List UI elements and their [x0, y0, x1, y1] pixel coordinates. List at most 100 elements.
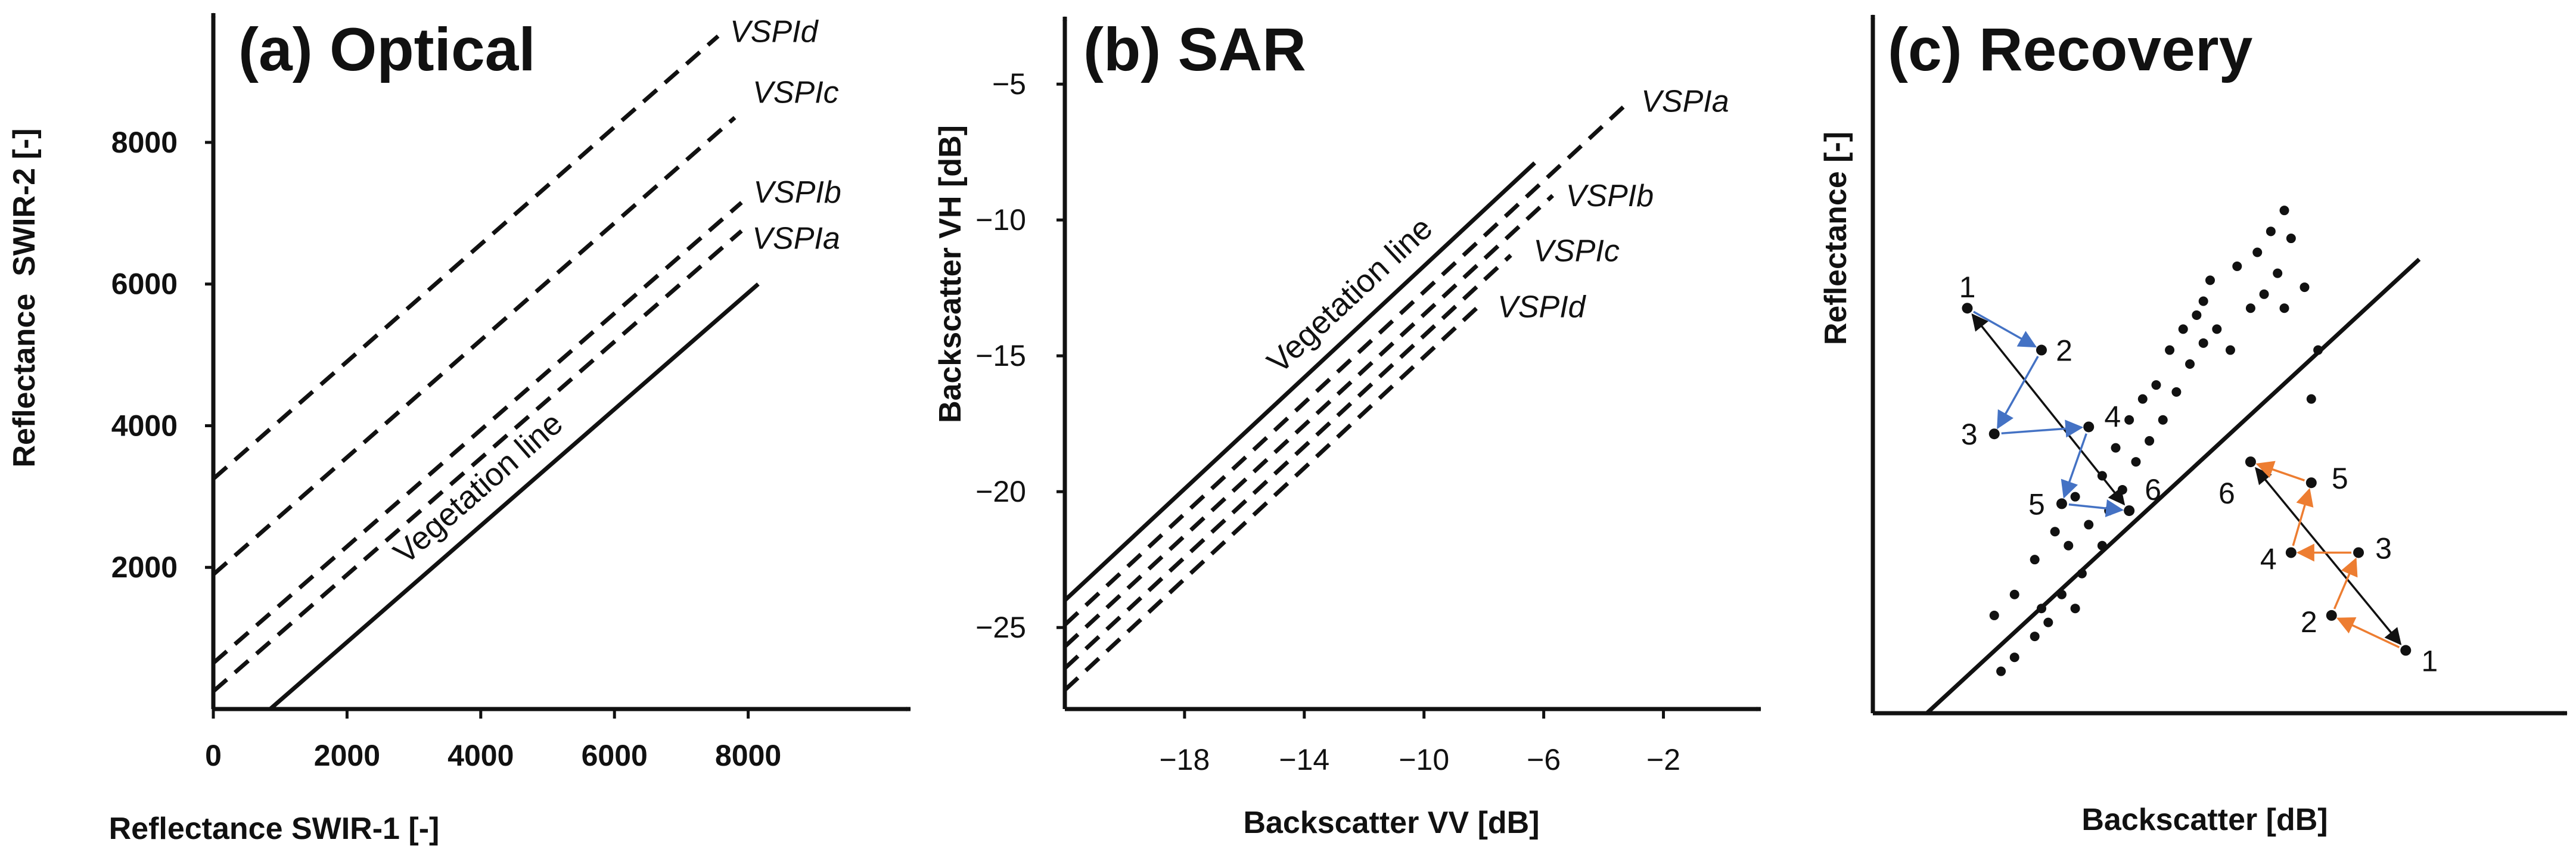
trajectory-step-arrow	[2292, 487, 2314, 546]
trajectory-point-label: 1	[1959, 271, 1976, 304]
scatter-point	[2252, 247, 2263, 257]
trajectory-point-label: 3	[2375, 531, 2392, 565]
scatter-point	[2043, 617, 2053, 627]
trajectory-point	[2124, 505, 2135, 517]
scatter-point	[2185, 359, 2195, 369]
trajectory-point-label: 1	[2421, 645, 2438, 678]
y-tick-label: 4000	[111, 409, 178, 442]
panel-sar: (b) SAR Backscatter VV [dB] Backscatter …	[933, 15, 1761, 840]
scatter-point	[2178, 324, 2188, 334]
trajectory-point-label: 5	[2332, 462, 2348, 495]
trajectory-point	[2285, 547, 2297, 558]
scatter-point	[2145, 436, 2155, 446]
scatter-point	[1996, 666, 2006, 676]
scatter-point	[2245, 303, 2255, 313]
y-tick-label: −25	[975, 611, 1026, 644]
panel-recovery: (c) Recovery Backscatter [dB] Reflectanc…	[1819, 14, 2568, 837]
scatter-point	[2306, 394, 2316, 404]
scatter-point	[2131, 457, 2141, 467]
trajectory-step-arrow	[1997, 356, 2039, 430]
y-tick-label: −10	[975, 203, 1026, 237]
series-label: VSPId	[1497, 290, 1586, 325]
trajectory-step-arrow	[2061, 433, 2087, 499]
vegetation-line	[269, 282, 760, 711]
scatter-point	[2273, 268, 2283, 278]
panel-title: (a) Optical	[238, 15, 536, 83]
vegetation-line	[1063, 161, 1536, 602]
trajectory-step-arrow	[2068, 499, 2124, 518]
trajectory-point-label: 6	[2218, 477, 2235, 510]
trajectory-point	[2400, 645, 2412, 656]
scatter-point	[2205, 275, 2215, 285]
scatter-point	[2111, 443, 2121, 453]
scatter-point	[2097, 540, 2107, 551]
y-tick-label: −15	[975, 339, 1026, 372]
x-axis-label: Backscatter [dB]	[2081, 803, 2328, 837]
vegetation-line	[1925, 257, 2421, 715]
series-label: VSPIa	[1641, 85, 1729, 119]
series-label: VSPIa	[752, 222, 840, 256]
scatter-point	[2279, 303, 2289, 313]
scatter-point	[2158, 415, 2168, 425]
vspi-line	[1063, 253, 1512, 670]
scatter-point	[2198, 296, 2208, 306]
trajectory-point	[2036, 344, 2047, 356]
x-tick-label: 0	[205, 739, 222, 772]
scatter-point	[2198, 338, 2208, 348]
scatter-point	[2037, 604, 2046, 614]
trajectory-point-label: 4	[2260, 542, 2277, 576]
trajectory-step-arrow	[2255, 461, 2305, 481]
scatter-point	[2165, 345, 2175, 355]
scatter-point	[2009, 652, 2019, 663]
x-tick-label: −10	[1399, 743, 1449, 776]
x-tick-label: 6000	[582, 739, 648, 772]
y-tick-label: 8000	[111, 126, 178, 159]
vspi-line	[1063, 104, 1626, 627]
panel-title: (c) Recovery	[1888, 15, 2253, 83]
trajectory-point	[2326, 610, 2337, 621]
scatter-point	[2313, 345, 2323, 355]
vspi-line	[212, 116, 737, 576]
x-axis-label: Backscatter VV [dB]	[1243, 806, 1539, 840]
scatter-point	[2286, 234, 2296, 244]
trajectory-point	[2056, 498, 2067, 509]
x-tick-label: 4000	[448, 739, 514, 772]
vspi-line	[1063, 194, 1555, 648]
trajectory-point	[1962, 303, 1973, 314]
series-label: VSPIb	[753, 175, 841, 210]
y-tick-label: −5	[992, 67, 1026, 101]
series-label: VSPId	[730, 15, 819, 49]
series-label: VSPIb	[1566, 179, 1654, 213]
scatter-point	[2171, 387, 2182, 397]
x-tick-label: −18	[1159, 743, 1210, 776]
trajectory-point-label: 2	[2301, 605, 2317, 639]
scatter-point	[2225, 345, 2235, 355]
scatter-point	[2137, 394, 2148, 404]
scatter-point	[1989, 610, 1999, 620]
scatter-point	[2056, 589, 2067, 599]
x-tick-label: 2000	[314, 739, 380, 772]
vspi-line	[212, 229, 743, 693]
vspi-line	[212, 201, 743, 665]
trajectory-overall-arrow	[1971, 313, 2126, 506]
scatter-point	[2009, 589, 2019, 599]
trajectory-point	[2083, 421, 2095, 433]
panel-title: (b) SAR	[1083, 15, 1306, 83]
y-axis-label: Backscatter VH [dB]	[933, 125, 968, 423]
trajectory-step-arrow	[2333, 557, 2358, 610]
scatter-point	[2117, 484, 2127, 495]
x-axis-label: Reflectance SWIR-1 [-]	[109, 812, 440, 846]
vspi-line	[212, 35, 720, 481]
scatter-point	[2070, 492, 2080, 502]
trajectory-step-arrow	[1973, 310, 2037, 348]
trajectory-step-arrow	[2001, 419, 2084, 438]
series-label: VSPIc	[753, 75, 839, 110]
scatter-point	[2124, 415, 2134, 425]
scatter-point	[2050, 527, 2060, 537]
scatter-point	[2259, 289, 2269, 299]
scatter-point	[2070, 604, 2080, 614]
trajectory-step-arrow	[2336, 617, 2400, 648]
trajectory-point	[1988, 428, 2000, 440]
y-tick-label: 6000	[111, 268, 178, 301]
